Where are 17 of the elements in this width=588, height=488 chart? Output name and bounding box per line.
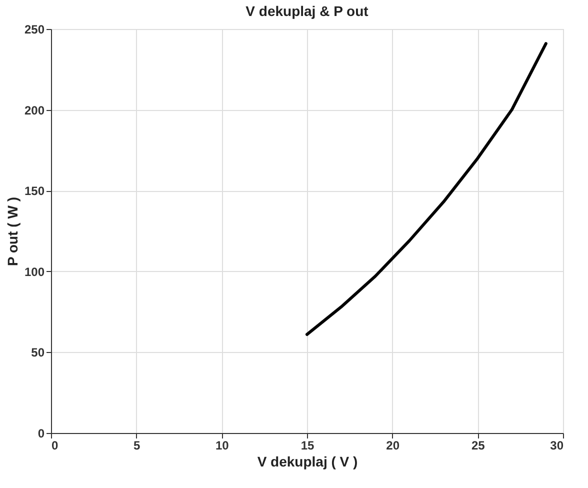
y-tick-label: 0: [38, 426, 45, 440]
x-tick-label: 0: [52, 438, 58, 452]
chart-title: V dekuplaj & P out: [246, 3, 369, 19]
y-tick-label: 150: [24, 184, 45, 198]
y-tick-label: 50: [31, 346, 45, 360]
x-tick-label: 30: [550, 438, 564, 452]
x-axis-title: V dekuplaj ( V ): [257, 454, 358, 470]
line-series: [306, 42, 548, 336]
x-tick-label: 5: [133, 438, 140, 452]
x-tick-label: 25: [471, 438, 486, 452]
y-tick-label: 200: [24, 103, 45, 118]
x-tick-label: 10: [215, 438, 230, 452]
x-tick-label: 20: [386, 438, 400, 452]
y-tick-label: 100: [24, 264, 45, 279]
y-axis-title: P out ( W ): [4, 197, 20, 266]
y-tick-label: 250: [24, 22, 45, 36]
x-tick-label: 15: [300, 438, 314, 452]
